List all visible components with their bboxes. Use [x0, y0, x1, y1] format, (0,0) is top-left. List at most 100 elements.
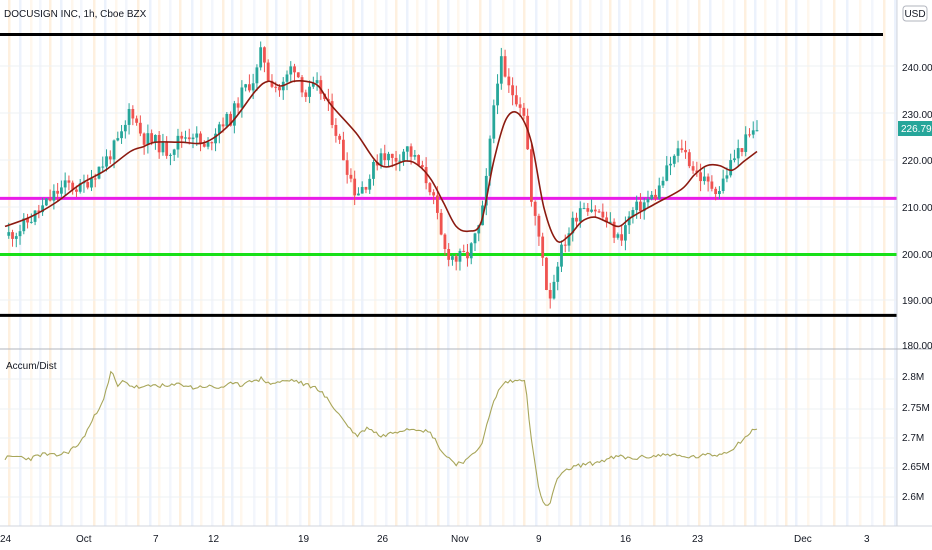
- candle-body: [357, 193, 360, 196]
- candle-body: [154, 134, 157, 142]
- candle-body: [131, 108, 135, 119]
- session-band: [231, 0, 234, 526]
- candle-body: [695, 170, 699, 173]
- candle-body: [650, 194, 654, 200]
- session-band: [137, 0, 140, 526]
- candle-body: [420, 165, 424, 168]
- candle-body: [657, 185, 661, 199]
- candle-body: [518, 104, 522, 108]
- candles: [7, 41, 759, 309]
- session-band: [535, 0, 538, 526]
- candle-body: [263, 47, 266, 63]
- candle-body: [41, 205, 44, 213]
- time-axis[interactable]: 24 Oct 7 12 19 26 Nov 9 16 23 Dec 3: [0, 534, 870, 545]
- indicator-tick: 2.7M: [902, 433, 924, 444]
- session-band: [859, 0, 862, 526]
- candle-body: [661, 180, 665, 186]
- candle-body: [563, 244, 567, 246]
- indicator-tick: 2.75M: [902, 403, 930, 414]
- session-band: [71, 0, 74, 526]
- candle-body: [597, 211, 601, 213]
- session-band: [169, 0, 172, 526]
- candle-body: [646, 199, 650, 203]
- last-price-badge: 226.79: [898, 121, 932, 136]
- price-axis[interactable]: 240.00 230.00 220.00 210.00 200.00 190.0…: [902, 63, 932, 352]
- candle-body: [387, 153, 390, 161]
- candle-body: [507, 76, 511, 86]
- candle-body: [33, 210, 37, 222]
- session-band: [754, 0, 757, 526]
- candle-body: [108, 156, 112, 160]
- candle-body: [71, 182, 75, 190]
- candle-body: [548, 289, 552, 299]
- candle-body: [18, 231, 22, 237]
- candle-body: [379, 153, 383, 166]
- candle-body: [575, 217, 578, 222]
- candle-body: [251, 83, 255, 91]
- session-band: [286, 0, 289, 526]
- candle-body: [488, 138, 492, 176]
- candle-body: [202, 143, 206, 147]
- candle-body: [552, 281, 556, 299]
- candle-body: [417, 155, 420, 166]
- session-band: [211, 0, 214, 526]
- candle-body: [375, 161, 379, 166]
- candle-body: [680, 148, 684, 150]
- session-band: [49, 0, 52, 526]
- candle-body: [236, 103, 240, 108]
- candle-body: [608, 221, 612, 223]
- session-band: [191, 0, 194, 526]
- candle-body: [451, 256, 454, 260]
- candle-body: [454, 256, 458, 262]
- session-band: [579, 0, 582, 526]
- candle-body: [308, 86, 311, 97]
- candle-body: [755, 130, 759, 132]
- candle-body: [567, 233, 571, 246]
- session-band: [744, 0, 747, 526]
- session-band: [385, 0, 388, 526]
- candle-body: [537, 215, 541, 237]
- session-band: [733, 0, 736, 526]
- candle-body: [368, 178, 372, 190]
- candle-body: [180, 135, 184, 139]
- candle-body: [541, 236, 545, 258]
- candle-body: [26, 218, 29, 223]
- candle-body: [687, 152, 691, 167]
- session-band: [489, 0, 492, 526]
- price-tick: 200.00: [902, 250, 932, 261]
- chart-title: DOCUSIGN INC, 1h, Cboe BZX: [4, 9, 147, 20]
- candle-body: [593, 209, 597, 212]
- candle-body: [229, 113, 232, 126]
- indicator-label[interactable]: Accum/Dist: [6, 361, 57, 372]
- candle-body: [721, 178, 725, 192]
- indicator-axis[interactable]: 2.8M 2.75M 2.7M 2.65M 2.6M: [902, 372, 930, 503]
- candle-body: [477, 225, 481, 234]
- candle-body: [75, 189, 78, 192]
- session-band: [687, 0, 690, 526]
- candle-body: [199, 133, 202, 144]
- session-band: [60, 0, 63, 526]
- candle-body: [428, 183, 432, 193]
- candle-body: [255, 67, 259, 84]
- candle-body: [342, 139, 345, 161]
- candle-body: [642, 202, 646, 212]
- time-label: 24: [0, 534, 12, 545]
- candle-body: [748, 134, 751, 136]
- candle-body: [725, 175, 729, 179]
- candle-body: [225, 113, 229, 127]
- time-label: Dec: [794, 534, 812, 545]
- candle-body: [511, 85, 514, 96]
- candle-body: [157, 134, 161, 153]
- session-band: [641, 0, 644, 526]
- candle-body: [105, 156, 108, 167]
- session-band: [342, 0, 345, 526]
- candle-body: [78, 183, 82, 192]
- candle-body: [560, 244, 563, 267]
- session-band: [676, 0, 679, 526]
- candle-body: [522, 107, 526, 116]
- time-label: Oct: [76, 534, 92, 545]
- session-band: [104, 0, 107, 526]
- candle-body: [733, 158, 736, 161]
- currency-button[interactable]: USD: [902, 5, 928, 22]
